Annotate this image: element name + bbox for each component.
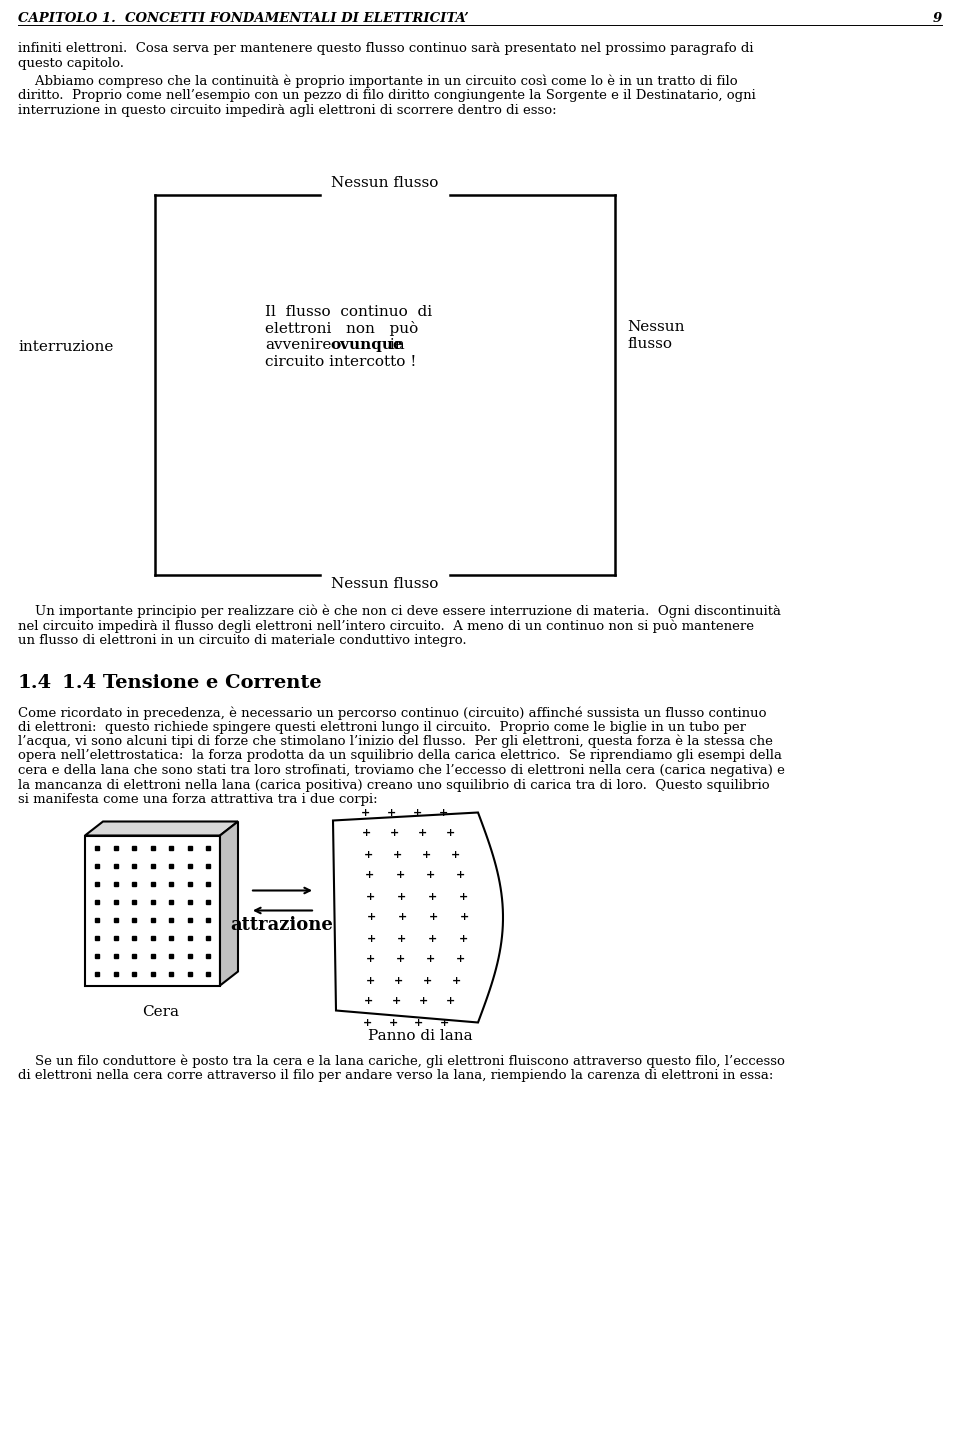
Text: interruzione in questo circuito impedirà agli elettroni di scorrere dentro di es: interruzione in questo circuito impedirà… xyxy=(18,103,557,116)
Text: di elettroni:  questo richiede spingere questi elettroni lungo il circuito.  Pro: di elettroni: questo richiede spingere q… xyxy=(18,721,746,734)
Text: Nessun flusso: Nessun flusso xyxy=(331,177,439,190)
Text: +: + xyxy=(440,1018,449,1028)
Text: +: + xyxy=(364,850,373,860)
Text: Panno di lana: Panno di lana xyxy=(368,1028,472,1043)
Text: +: + xyxy=(419,997,428,1007)
Text: cera e della lana che sono stati tra loro strofinati, troviamo che l’eccesso di : cera e della lana che sono stati tra lor… xyxy=(18,764,785,777)
Text: questo capitolo.: questo capitolo. xyxy=(18,56,124,69)
Text: +: + xyxy=(366,975,374,985)
Text: +: + xyxy=(456,955,465,965)
Text: +: + xyxy=(397,892,406,902)
Text: +: + xyxy=(367,912,376,922)
Text: +: + xyxy=(387,807,396,817)
Text: Nessun
flusso: Nessun flusso xyxy=(627,320,684,352)
Text: +: + xyxy=(439,807,448,817)
Text: in: in xyxy=(385,337,404,352)
Text: interruzione: interruzione xyxy=(18,340,113,355)
Text: +: + xyxy=(426,955,435,965)
Text: +: + xyxy=(393,850,402,860)
Text: CAPITOLO 1.  CONCETTI FONDAMENTALI DI ELETTRICITA’: CAPITOLO 1. CONCETTI FONDAMENTALI DI ELE… xyxy=(18,11,468,24)
Text: +: + xyxy=(367,892,375,902)
Text: +: + xyxy=(459,933,468,943)
Text: +: + xyxy=(451,850,460,860)
Text: +: + xyxy=(363,1018,372,1028)
Text: +: + xyxy=(396,870,405,880)
Text: +: + xyxy=(428,912,438,922)
Text: +: + xyxy=(413,807,422,817)
Text: +: + xyxy=(418,829,427,839)
Text: elettroni   non   può: elettroni non può xyxy=(265,322,419,336)
Text: attrazione: attrazione xyxy=(230,916,333,935)
Text: Il  flusso  continuo  di: Il flusso continuo di xyxy=(265,304,432,319)
Text: +: + xyxy=(459,892,468,902)
Text: Nessun flusso: Nessun flusso xyxy=(331,577,439,592)
FancyBboxPatch shape xyxy=(85,836,220,985)
Text: +: + xyxy=(456,870,465,880)
Text: +: + xyxy=(428,933,437,943)
Text: +: + xyxy=(361,807,370,817)
Text: +: + xyxy=(362,829,372,839)
Text: +: + xyxy=(445,997,455,1007)
Text: nel circuito impedirà il flusso degli elettroni nell’intero circuito.  A meno di: nel circuito impedirà il flusso degli el… xyxy=(18,619,754,633)
Text: +: + xyxy=(367,955,375,965)
Text: +: + xyxy=(397,912,407,922)
Text: +: + xyxy=(451,975,461,985)
Text: diritto.  Proprio come nell’esempio con un pezzo di filo diritto congiungente la: diritto. Proprio come nell’esempio con u… xyxy=(18,89,756,102)
Text: di elettroni nella cera corre attraverso il filo per andare verso la lana, riemp: di elettroni nella cera corre attraverso… xyxy=(18,1068,774,1081)
Text: +: + xyxy=(445,829,455,839)
Polygon shape xyxy=(333,813,503,1022)
Text: +: + xyxy=(390,829,399,839)
Text: opera nell’elettrostatica:  la forza prodotta da un squilibrio della carica elet: opera nell’elettrostatica: la forza prod… xyxy=(18,750,782,763)
Text: Come ricordato in precedenza, è necessario un percorso continuo (circuito) affin: Come ricordato in precedenza, è necessar… xyxy=(18,707,766,719)
Text: Abbiamo compreso che la continuità è proprio importante in un circuito così come: Abbiamo compreso che la continuità è pro… xyxy=(18,75,737,89)
Polygon shape xyxy=(85,821,238,836)
Text: +: + xyxy=(366,870,374,880)
Text: +: + xyxy=(396,955,405,965)
Text: +: + xyxy=(395,975,403,985)
Text: la mancanza di elettroni nella lana (carica positiva) creano uno squilibrio di c: la mancanza di elettroni nella lana (car… xyxy=(18,778,770,791)
Text: Un importante principio per realizzare ciò è che non ci deve essere interruzione: Un importante principio per realizzare c… xyxy=(18,605,781,619)
Text: un flusso di elettroni in un circuito di materiale conduttivo integro.: un flusso di elettroni in un circuito di… xyxy=(18,635,467,648)
Text: +: + xyxy=(389,1018,397,1028)
Text: +: + xyxy=(414,1018,423,1028)
Text: 1.4: 1.4 xyxy=(18,673,52,692)
Text: +: + xyxy=(367,933,376,943)
Text: 9: 9 xyxy=(933,11,942,24)
Text: ovunque: ovunque xyxy=(330,337,403,352)
Polygon shape xyxy=(220,821,238,985)
Text: +: + xyxy=(460,912,468,922)
Text: +: + xyxy=(425,870,435,880)
Text: +: + xyxy=(422,850,431,860)
Text: +: + xyxy=(428,892,437,902)
Text: Cera: Cera xyxy=(142,1005,180,1020)
Text: +: + xyxy=(392,997,400,1007)
Text: 1.4 Tensione e Corrente: 1.4 Tensione e Corrente xyxy=(62,673,322,692)
Text: l’acqua, vi sono alcuni tipi di forze che stimolano l’inizio del flusso.  Per gl: l’acqua, vi sono alcuni tipi di forze ch… xyxy=(18,735,773,748)
Text: Se un filo conduttore è posto tra la cera e la lana cariche, gli elettroni fluis: Se un filo conduttore è posto tra la cer… xyxy=(18,1054,785,1068)
Text: +: + xyxy=(364,997,373,1007)
Text: si manifesta come una forza attrattiva tra i due corpi:: si manifesta come una forza attrattiva t… xyxy=(18,793,377,806)
Text: +: + xyxy=(422,975,432,985)
Text: avvenire: avvenire xyxy=(265,337,331,352)
Text: infiniti elettroni.  Cosa serva per mantenere questo flusso continuo sarà presen: infiniti elettroni. Cosa serva per mante… xyxy=(18,42,754,55)
Text: circuito intercotto !: circuito intercotto ! xyxy=(265,355,417,369)
Text: +: + xyxy=(397,933,407,943)
